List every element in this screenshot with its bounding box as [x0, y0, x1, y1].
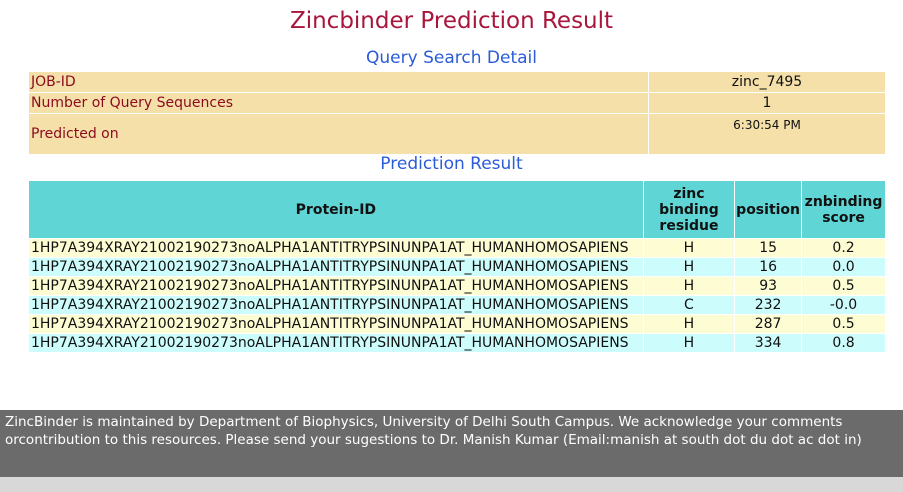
protein-id-cell: 1HP7A394XRAY21002190273noALPHA1ANTITRYPS…: [28, 333, 644, 353]
residue-cell: H: [642, 257, 736, 277]
position-cell: 334: [734, 333, 803, 353]
protein-id-cell: 1HP7A394XRAY21002190273noALPHA1ANTITRYPS…: [28, 295, 644, 315]
table-row: 1HP7A394XRAY21002190273noALPHA1ANTITRYPS…: [28, 295, 886, 315]
table-row: 1HP7A394XRAY21002190273noALPHA1ANTITRYPS…: [28, 276, 886, 296]
job-id-value: zinc_7495: [648, 71, 886, 93]
score-cell: 0.5: [801, 314, 886, 334]
table-row: 1HP7A394XRAY21002190273noALPHA1ANTITRYPS…: [28, 238, 886, 258]
position-cell: 232: [734, 295, 803, 315]
footer-shadow: [0, 477, 903, 492]
predicted-on-label: Predicted on: [28, 113, 649, 155]
znbinding-score-header: znbinding score: [801, 180, 886, 239]
protein-id-cell: 1HP7A394XRAY21002190273noALPHA1ANTITRYPS…: [28, 257, 644, 277]
residue-cell: H: [642, 238, 736, 258]
score-header-line1: znbinding: [804, 193, 883, 210]
job-id-row: JOB-ID zinc_7495: [28, 71, 886, 93]
predicted-on-row: Predicted on 6:30:54 PM: [28, 113, 886, 155]
position-cell: 16: [734, 257, 803, 277]
num-sequences-value: 1: [648, 92, 886, 114]
page-title: Zincbinder Prediction Result: [289, 8, 614, 34]
residue-header-line1: zinc: [673, 185, 705, 202]
footer-text: ZincBinder is maintained by Department o…: [5, 414, 862, 448]
site-footer: ZincBinder is maintained by Department o…: [0, 410, 903, 477]
score-cell: 0.5: [801, 276, 886, 296]
prediction-result-table: Protein-ID zinc binding residue position…: [28, 180, 886, 353]
protein-id-cell: 1HP7A394XRAY21002190273noALPHA1ANTITRYPS…: [28, 276, 644, 296]
result-header-row: Protein-ID zinc binding residue position…: [28, 180, 886, 239]
prediction-result-heading: Prediction Result: [380, 154, 523, 174]
table-row: 1HP7A394XRAY21002190273noALPHA1ANTITRYPS…: [28, 257, 886, 277]
protein-id-cell: 1HP7A394XRAY21002190273noALPHA1ANTITRYPS…: [28, 238, 644, 258]
score-cell: -0.0: [801, 295, 886, 315]
position-cell: 15: [734, 238, 803, 258]
position-header: position: [734, 180, 803, 239]
job-id-label: JOB-ID: [28, 71, 649, 93]
residue-cell: H: [642, 333, 736, 353]
num-sequences-label: Number of Query Sequences: [28, 92, 649, 114]
query-search-heading: Query Search Detail: [366, 48, 537, 68]
residue-header-line3: residue: [659, 217, 719, 234]
residue-header-line2: binding: [659, 201, 719, 218]
protein-id-cell: 1HP7A394XRAY21002190273noALPHA1ANTITRYPS…: [28, 314, 644, 334]
score-cell: 0.2: [801, 238, 886, 258]
num-sequences-row: Number of Query Sequences 1: [28, 92, 886, 114]
residue-cell: H: [642, 314, 736, 334]
protein-id-header: Protein-ID: [28, 180, 644, 239]
score-cell: 0.8: [801, 333, 886, 353]
position-cell: 287: [734, 314, 803, 334]
residue-cell: C: [642, 295, 736, 315]
residue-cell: H: [642, 276, 736, 296]
query-detail-table: JOB-ID zinc_7495 Number of Query Sequenc…: [28, 71, 886, 155]
position-cell: 93: [734, 276, 803, 296]
predicted-on-value: 6:30:54 PM: [648, 113, 886, 155]
table-row: 1HP7A394XRAY21002190273noALPHA1ANTITRYPS…: [28, 314, 886, 334]
zinc-binding-residue-header: zinc binding residue: [642, 180, 736, 239]
score-header-line2: score: [822, 209, 865, 226]
score-cell: 0.0: [801, 257, 886, 277]
table-row: 1HP7A394XRAY21002190273noALPHA1ANTITRYPS…: [28, 333, 886, 353]
